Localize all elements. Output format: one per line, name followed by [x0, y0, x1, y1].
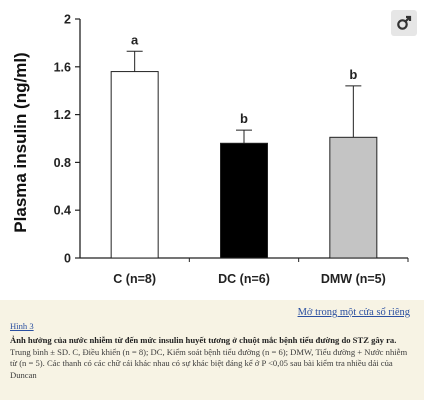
y-tick-label: 2 — [64, 13, 71, 27]
caption-title: Ảnh hưởng của nước nhiễm từ đến mức insu… — [10, 334, 397, 345]
category-label: DMW (n=5) — [321, 272, 386, 286]
open-in-new-window-link[interactable]: Mở trong một cửa sổ riêng — [297, 307, 410, 318]
bar — [110, 71, 159, 259]
y-tick-label: 1.6 — [54, 60, 71, 74]
y-tick-label: 0 — [64, 252, 71, 266]
expand-icon-glyph — [397, 15, 412, 30]
significance-letter: b — [240, 111, 248, 126]
figure-caption: Hình 3 Ảnh hưởng của nước nhiễm từ đến m… — [10, 321, 414, 382]
significance-letter: b — [349, 67, 357, 82]
figure-panel: 0 0.4 0.8 1.2 1.6 2 Plasma insulin (ng/ml) a C (… — [0, 0, 424, 300]
y-tick-label: 0.4 — [54, 204, 71, 218]
bar-chart: 0 0.4 0.8 1.2 1.6 2 Plasma insulin (ng/ml) a C (… — [11, 13, 409, 286]
figure-label-link[interactable]: Hình 3 — [10, 321, 34, 331]
bar — [220, 142, 268, 259]
expand-icon[interactable] — [391, 10, 417, 36]
bar — [329, 136, 378, 259]
category-label: C (n=8) — [113, 272, 156, 286]
significance-letter: a — [131, 32, 139, 47]
y-tick-label: 1.2 — [54, 108, 71, 122]
caption-body: Trung bình ± SD. C, Điều khiển (n = 8); … — [10, 346, 408, 381]
y-tick-label: 0.8 — [54, 156, 71, 170]
y-axis-label: Plasma insulin (ng/ml) — [11, 52, 30, 232]
category-label: DC (n=6) — [218, 272, 270, 286]
